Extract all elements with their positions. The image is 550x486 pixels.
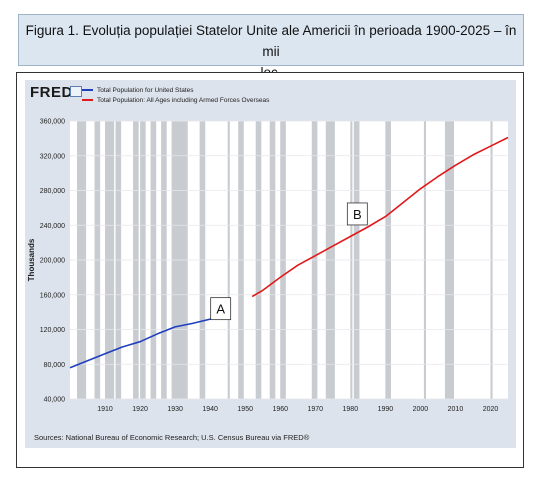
y-tick-label: 80,000 xyxy=(44,362,66,369)
caption-line-1: Figura 1. Evoluția populației Statelor U… xyxy=(25,23,517,59)
x-tick-label: 1970 xyxy=(307,406,323,413)
y-tick-label: 40,000 xyxy=(44,397,66,404)
legend-item-2: Total Population: All Ages including Arm… xyxy=(82,97,269,104)
legend-item-1: Total Population for United States xyxy=(82,87,193,94)
series-line-2 xyxy=(251,136,509,298)
y-tick-label: 360,000 xyxy=(40,119,65,126)
x-tick-label: 2010 xyxy=(448,406,464,413)
x-tick-label: 1910 xyxy=(97,406,113,413)
chart-icon xyxy=(70,86,82,97)
y-tick-label: 160,000 xyxy=(40,292,65,299)
y-axis-label: Thousands xyxy=(27,238,36,281)
x-tick-label: 1950 xyxy=(237,406,253,413)
legend-swatch-2 xyxy=(82,99,93,102)
x-tick-label: 1980 xyxy=(343,406,359,413)
x-tick-label: 1920 xyxy=(132,406,148,413)
y-tick-label: 320,000 xyxy=(40,153,65,160)
annotation-box xyxy=(346,202,368,226)
y-tick-label: 240,000 xyxy=(40,223,65,230)
x-tick-label: 1930 xyxy=(167,406,183,413)
legend-label-1: Total Population for United States xyxy=(97,87,194,94)
y-tick-label: 200,000 xyxy=(40,258,65,265)
y-tick-label: 120,000 xyxy=(40,327,65,334)
y-tick-label: 280,000 xyxy=(40,188,65,195)
annotation-label: A xyxy=(216,302,225,317)
annotation-box xyxy=(210,297,232,321)
legend-swatch-1 xyxy=(82,89,93,92)
annotation-label: B xyxy=(353,207,362,222)
x-tick-label: 1960 xyxy=(272,406,288,413)
x-tick-label: 1990 xyxy=(378,406,394,413)
fred-logo[interactable]: FRED xyxy=(30,84,73,101)
x-tick-label: 2000 xyxy=(413,406,429,413)
x-tick-label: 1940 xyxy=(202,406,218,413)
x-tick-label: 2020 xyxy=(483,406,499,413)
figure-caption: Figura 1. Evoluția populației Statelor U… xyxy=(18,14,524,80)
source-note: Sources: National Bureau of Economic Res… xyxy=(34,433,310,442)
legend-label-2: Total Population: All Ages including Arm… xyxy=(97,97,270,104)
